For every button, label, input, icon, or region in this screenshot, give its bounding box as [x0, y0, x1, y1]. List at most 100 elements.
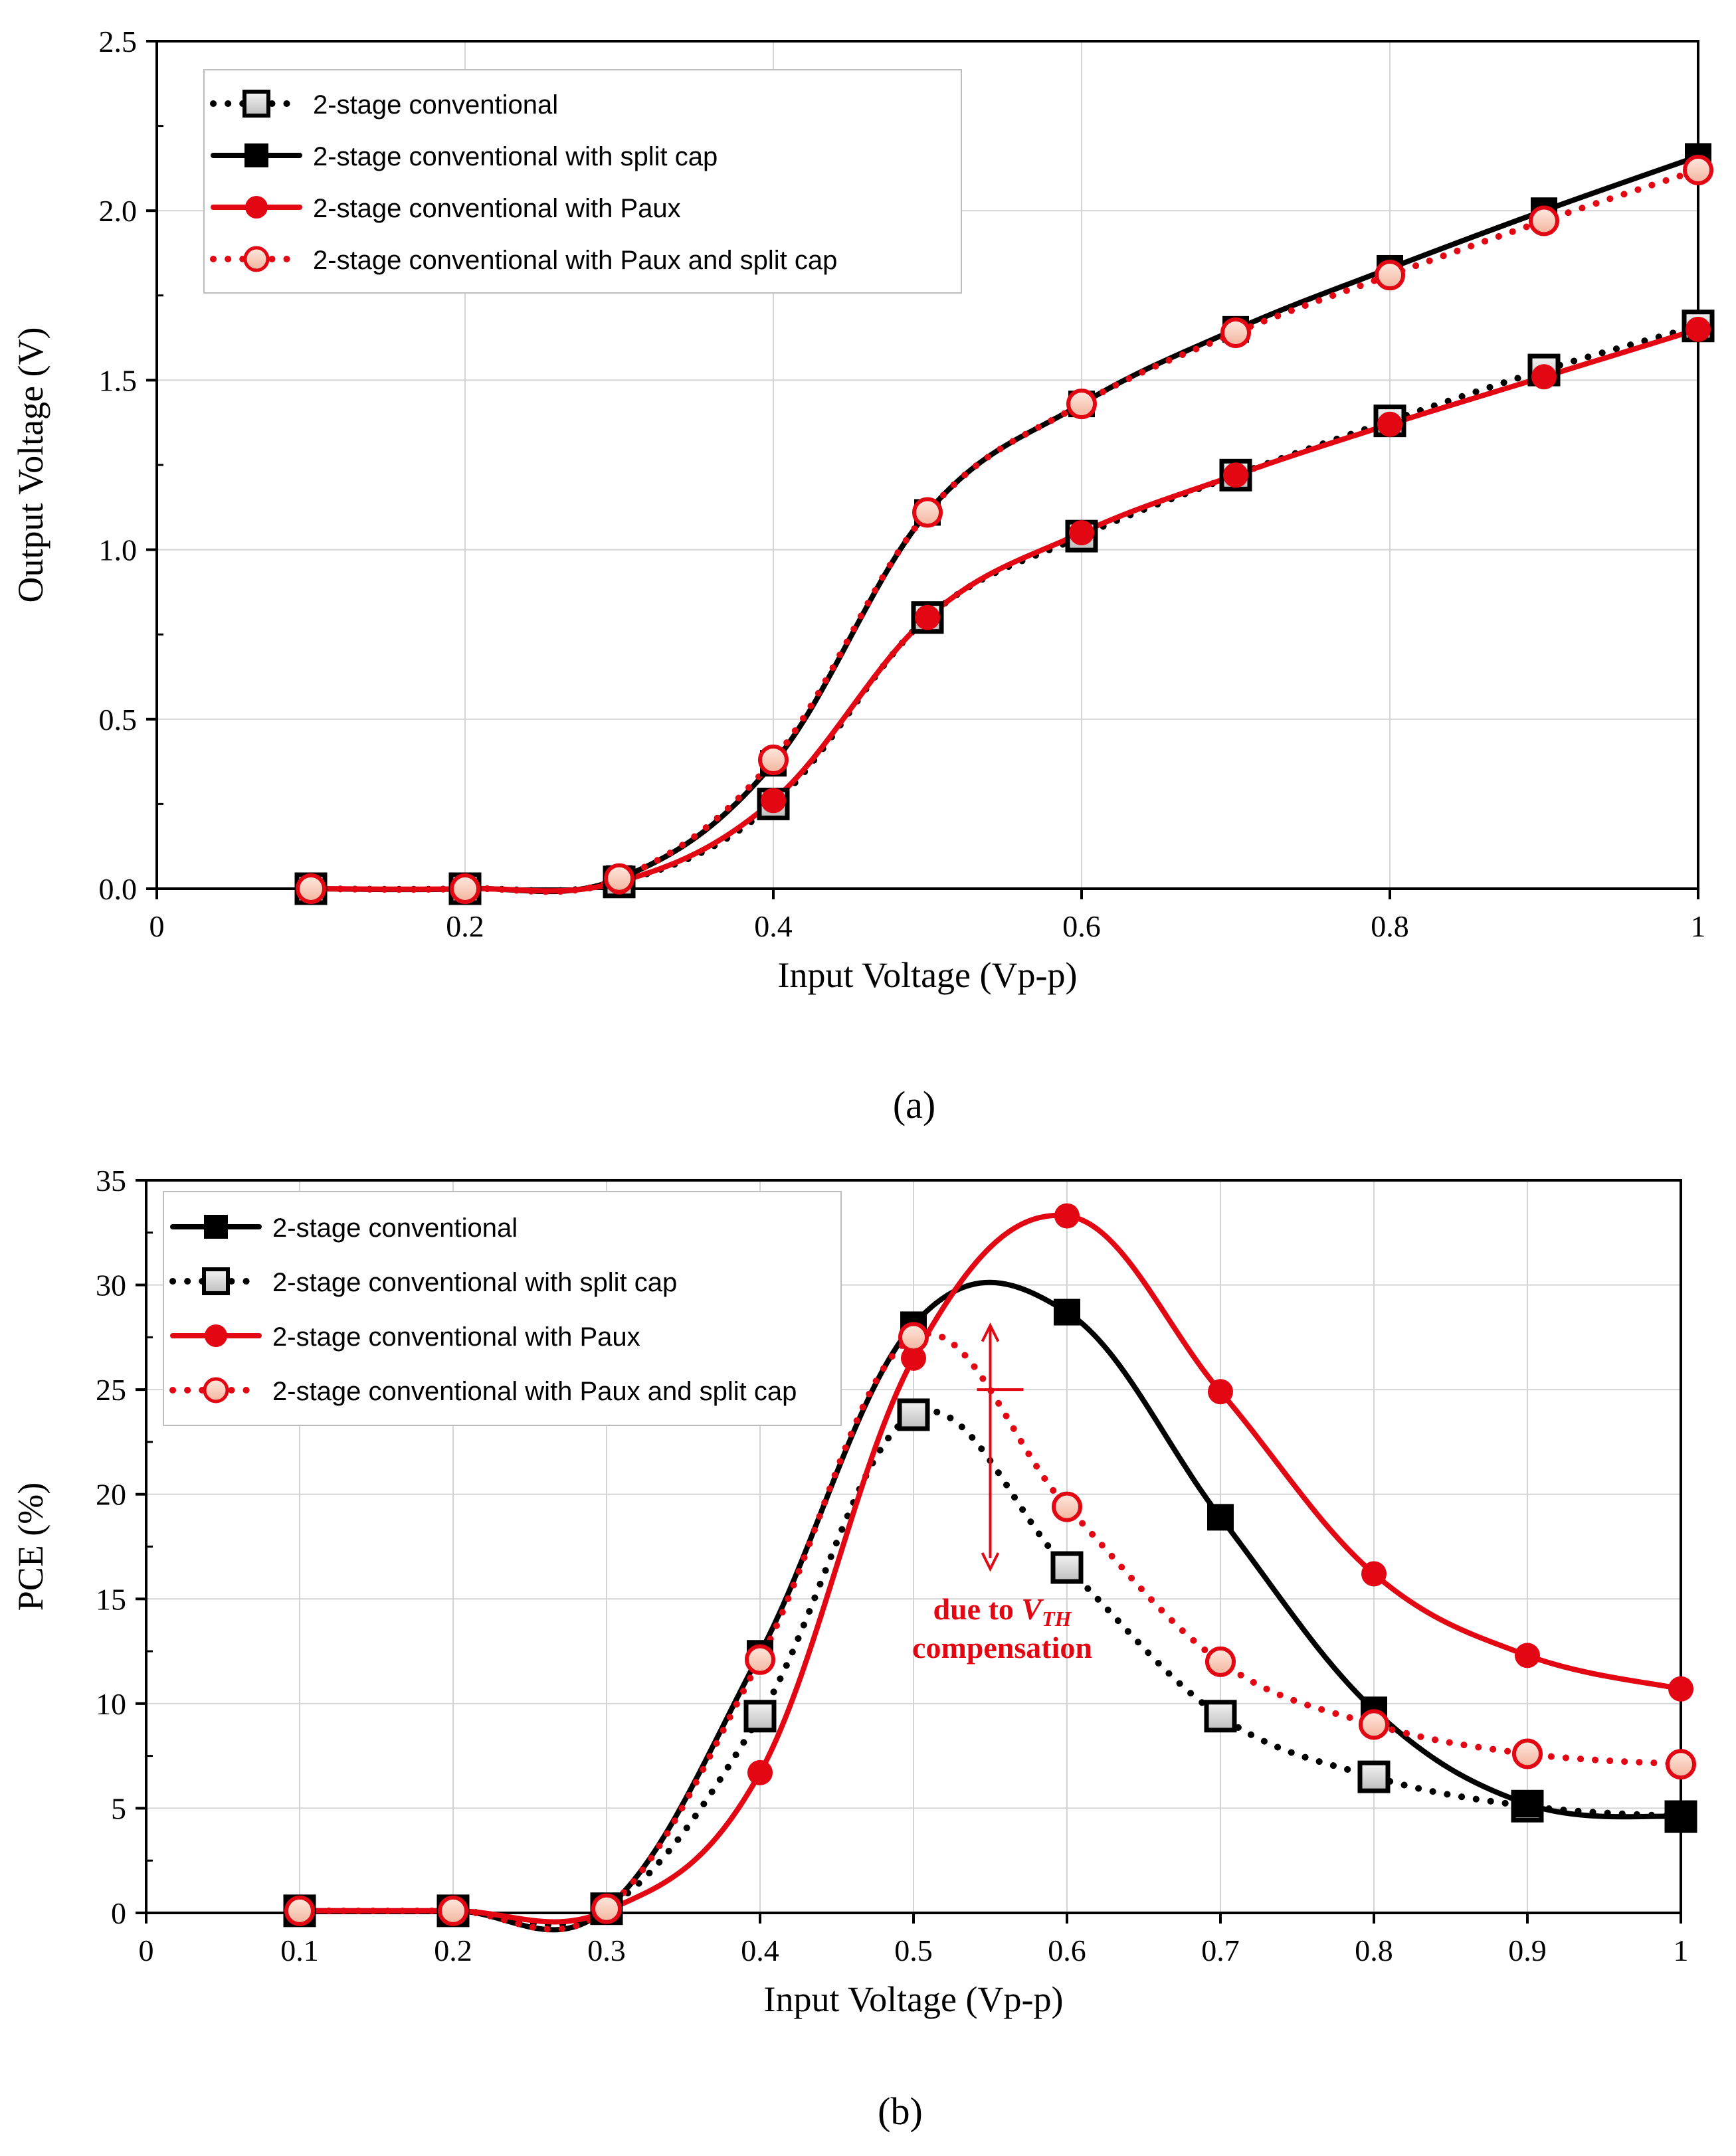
x-axis-title: Input Voltage (Vp-p) [778, 955, 1078, 995]
x-tick-label: 0.9 [1508, 1933, 1547, 1967]
data-point-s1-4 [897, 1398, 930, 1431]
legend-label-1: 2-stage conventional with split cap [272, 1268, 677, 1297]
data-point-s3-7 [1375, 260, 1405, 291]
series-line-2 [297, 1212, 1684, 1925]
legend-label-3: 2-stage conventional with Paux and split… [272, 1377, 797, 1406]
y-axis-title: PCE (%) [11, 1482, 50, 1611]
data-point-s3-5 [1052, 1491, 1082, 1522]
x-tick-label: 0.2 [434, 1933, 472, 1967]
legend-label-1: 2-stage conventional with split cap [313, 142, 718, 171]
data-point-s2-4 [915, 604, 940, 630]
data-point-s0-6 [1207, 1504, 1234, 1531]
data-point-s2-8 [1531, 364, 1557, 390]
annotation-th: TH [1042, 1607, 1072, 1631]
data-point-s3-2 [591, 1893, 622, 1924]
data-point-s3-0 [296, 873, 326, 904]
x-tick-label: 0.6 [1062, 909, 1101, 943]
data-point-s2-3 [761, 788, 786, 814]
legend: 2-stage conventional 2-stage conventional… [203, 69, 962, 294]
legend-label-0: 2-stage conventional [272, 1213, 518, 1243]
data-point-s0-9 [1668, 1803, 1694, 1831]
x-tick-label: 0.5 [894, 1933, 933, 1967]
y-tick-label: 1.0 [99, 533, 138, 567]
x-tick-label: 0.6 [1048, 1933, 1086, 1967]
data-point-s3-8 [1529, 205, 1559, 236]
data-point-s2-4 [901, 1345, 926, 1371]
chart-b-pce: 0 5 10 15 20 25 30 35 0 0.1 0.2 0.3 0.4 0.5 0.6 0.7 0.8 0… [11, 1164, 1697, 2133]
y-tick-label: 1.5 [99, 363, 138, 397]
x-axis-title: Input Voltage (Vp-p) [764, 1979, 1064, 2019]
data-point-s3-6 [1205, 1646, 1236, 1677]
y-tick-label: 0.0 [99, 872, 138, 906]
series-line-3 [296, 1330, 1684, 1933]
data-point-s1-6 [1204, 1700, 1237, 1733]
legend-marker-2 [245, 196, 268, 219]
caption: (b) [878, 2090, 923, 2133]
data-point-s2-7 [1377, 411, 1402, 437]
data-point-s1-3 [743, 1700, 777, 1733]
data-point-s0-5 [1054, 1299, 1080, 1326]
x-tick-label: 0.2 [446, 909, 484, 943]
data-point-s1-7 [1357, 1760, 1391, 1793]
annotation-label-line2: compensation [912, 1631, 1092, 1664]
legend-box [203, 69, 962, 294]
annotation-v: V [1021, 1592, 1044, 1626]
legend-marker-1 [202, 1267, 230, 1295]
legend-label-3: 2-stage conventional with Paux and split… [313, 246, 837, 275]
x-tick-label: 0.8 [1371, 909, 1409, 943]
x-tick-label: 0.3 [587, 1933, 626, 1967]
series-line-2 [308, 326, 1701, 894]
y-tick-label: 35 [96, 1164, 126, 1198]
x-tick-label: 0.1 [280, 1933, 319, 1967]
y-tick-label: 2.0 [99, 194, 138, 228]
y-axis-title: Output Voltage (V) [11, 327, 50, 603]
data-point-s2-9 [1686, 316, 1711, 342]
legend-marker-3 [203, 1377, 229, 1403]
data-point-s2-5 [1069, 520, 1094, 546]
legend-marker-0 [242, 90, 270, 118]
data-point-s2-5 [1054, 1203, 1080, 1229]
y-tick-label: 25 [96, 1373, 126, 1407]
data-point-s3-1 [438, 1895, 468, 1926]
legend-label-0: 2-stage conventional [313, 90, 558, 120]
y-tick-label: 10 [96, 1687, 126, 1721]
y-tick-label: 30 [96, 1269, 126, 1303]
y-tick-label: 5 [111, 1791, 126, 1825]
annotation-label-line1: due to VTH [933, 1592, 1072, 1631]
x-tick-label: 0.8 [1355, 1933, 1393, 1967]
legend-box [163, 1191, 842, 1426]
y-tick-label: 2.5 [99, 25, 138, 58]
data-point-s2-9 [1668, 1676, 1693, 1702]
data-point-s2-3 [747, 1759, 773, 1785]
data-point-s3-9 [1683, 154, 1713, 185]
x-tick-label: 0.4 [754, 909, 793, 943]
data-point-s3-4 [898, 1322, 929, 1353]
y-tick-label: 15 [96, 1582, 126, 1616]
data-point-s3-8 [1512, 1738, 1543, 1769]
data-point-s3-5 [1066, 389, 1097, 420]
data-point-s3-3 [745, 1644, 775, 1675]
legend-marker-2 [205, 1324, 227, 1347]
data-point-s3-6 [1220, 317, 1251, 348]
x-tick-label: 0 [149, 909, 165, 943]
x-tick-label: 1 [1674, 1933, 1689, 1967]
series-line-1 [296, 1407, 1684, 1928]
legend: 2-stage conventional 2-stage conventional… [163, 1191, 842, 1426]
legend-marker-3 [243, 246, 270, 272]
y-tick-label: 20 [96, 1478, 126, 1512]
x-tick-label: 1 [1691, 909, 1706, 943]
data-point-s2-8 [1515, 1643, 1540, 1668]
legend-marker-1 [244, 143, 268, 167]
x-tick-label: 0.4 [741, 1933, 779, 1967]
data-point-s2-6 [1208, 1379, 1233, 1405]
legend-marker-0 [204, 1215, 228, 1239]
annotation-arrow-head [981, 1552, 1000, 1572]
data-point-s2-7 [1361, 1561, 1387, 1587]
data-point-s3-2 [604, 863, 634, 894]
data-point-s3-1 [450, 873, 480, 904]
data-point-s2-6 [1223, 462, 1248, 488]
x-tick-label: 0 [139, 1933, 154, 1967]
y-tick-label: 0.5 [99, 703, 138, 737]
